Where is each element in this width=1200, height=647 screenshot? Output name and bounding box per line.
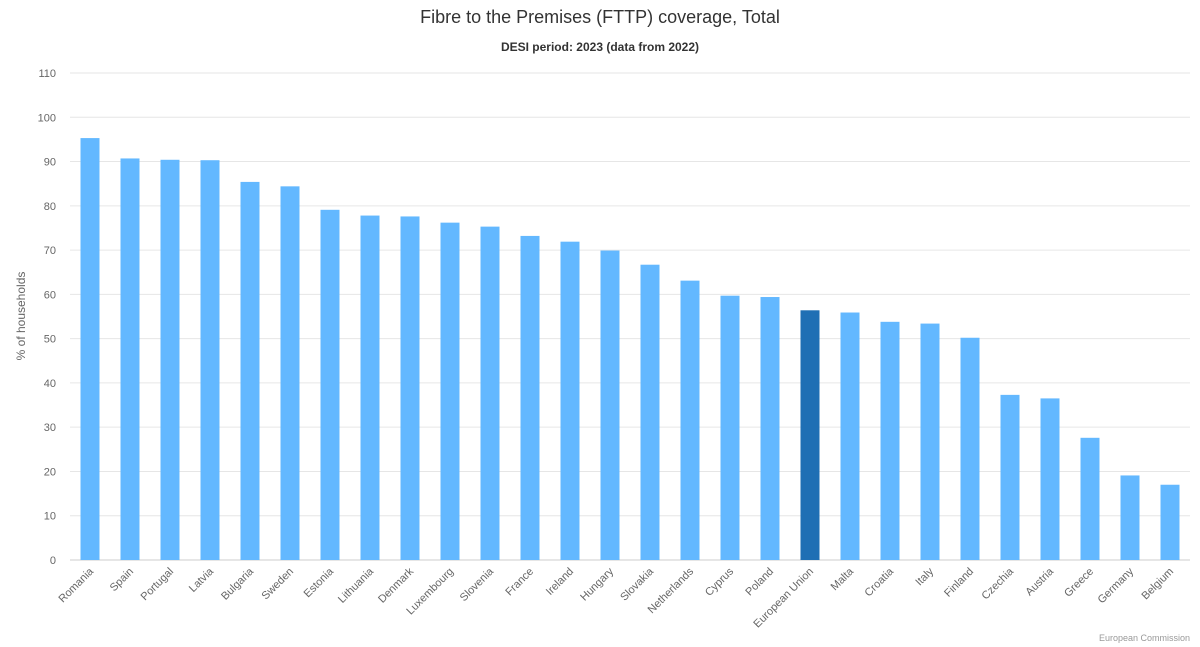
bar-finland[interactable] [960, 337, 980, 560]
bar-estonia[interactable] [320, 209, 340, 560]
bar-hungary[interactable] [600, 250, 620, 560]
x-tick-label: Slovakia [618, 565, 657, 604]
bar-croatia[interactable] [880, 321, 900, 560]
bar-lithuania[interactable] [360, 215, 380, 561]
bar-cyprus[interactable] [720, 295, 740, 560]
bar-italy[interactable] [920, 323, 940, 560]
y-tick-label: 110 [38, 68, 56, 80]
bar-portugal[interactable] [160, 159, 180, 561]
y-tick-label: 70 [44, 245, 56, 257]
x-tick-label: Romania [57, 565, 97, 605]
bar-ireland[interactable] [560, 241, 580, 561]
bar-denmark[interactable] [400, 216, 420, 560]
y-tick-label: 100 [38, 112, 56, 124]
x-tick-label: Ireland [544, 566, 576, 598]
x-tick-label: Finland [942, 566, 976, 600]
y-tick-label: 50 [44, 334, 56, 346]
y-tick-label: 60 [44, 289, 56, 301]
x-tick-label: Malta [829, 565, 857, 593]
y-tick-label: 80 [44, 201, 56, 213]
bars [80, 138, 1180, 561]
bar-france[interactable] [520, 235, 540, 560]
bar-netherlands[interactable] [680, 280, 700, 560]
y-tick-label: 0 [50, 555, 56, 567]
y-axis-ticks: 0 10 20 30 40 50 60 70 80 90 100 110 [38, 68, 56, 567]
bar-european-union[interactable] [800, 310, 820, 560]
x-tick-label: Poland [743, 566, 776, 599]
bar-czechia[interactable] [1000, 394, 1020, 560]
x-tick-label: Spain [108, 566, 136, 594]
bar-poland[interactable] [760, 297, 780, 560]
gridlines [70, 72, 1190, 561]
x-tick-label: Bulgaria [219, 565, 257, 603]
bar-luxembourg[interactable] [440, 222, 460, 560]
y-tick-label: 10 [44, 511, 56, 523]
x-axis-ticks: Romania Spain Portugal Latvia Bulgaria Sweden… [57, 565, 1177, 630]
x-tick-label: Germany [1096, 565, 1137, 606]
x-tick-label: Italy [913, 565, 936, 588]
x-tick-label: France [503, 566, 536, 599]
x-tick-label: Portugal [139, 566, 176, 603]
y-tick-label: 20 [44, 466, 56, 478]
bar-bulgaria[interactable] [240, 181, 260, 561]
bar-slovenia[interactable] [480, 226, 500, 561]
x-tick-label: Slovenia [458, 565, 497, 604]
bar-slovakia[interactable] [640, 264, 660, 560]
chart-title: Fibre to the Premises (FTTP) coverage, T… [420, 7, 780, 27]
x-tick-label: Denmark [376, 565, 416, 605]
x-tick-label: Hungary [578, 565, 616, 603]
x-tick-label: Latvia [187, 565, 217, 595]
bar-greece[interactable] [1080, 437, 1100, 560]
bar-malta[interactable] [840, 312, 860, 560]
x-tick-label: Greece [1062, 566, 1096, 600]
y-tick-label: 40 [44, 378, 56, 390]
x-tick-label: Lithuania [336, 565, 377, 606]
chart-subtitle: DESI period: 2023 (data from 2022) [501, 40, 699, 54]
x-tick-label: Estonia [302, 565, 337, 600]
x-tick-label: Czechia [980, 565, 1017, 602]
bar-romania[interactable] [80, 138, 100, 560]
x-tick-label: Cyprus [703, 565, 736, 598]
bar-belgium[interactable] [1160, 484, 1180, 560]
x-tick-label: Austria [1023, 565, 1056, 598]
y-tick-label: 30 [44, 422, 56, 434]
bar-germany[interactable] [1120, 475, 1140, 560]
bar-latvia[interactable] [200, 160, 220, 560]
x-tick-label: Belgium [1140, 566, 1177, 603]
bar-austria[interactable] [1040, 398, 1060, 560]
x-tick-label: Sweden [260, 566, 297, 603]
y-tick-label: 90 [44, 157, 56, 169]
x-tick-label: Croatia [863, 565, 897, 599]
bar-sweden[interactable] [280, 186, 300, 560]
y-axis-title: % of households [14, 272, 28, 361]
bar-spain[interactable] [120, 158, 140, 561]
credit-text: European Commission [1099, 633, 1190, 643]
